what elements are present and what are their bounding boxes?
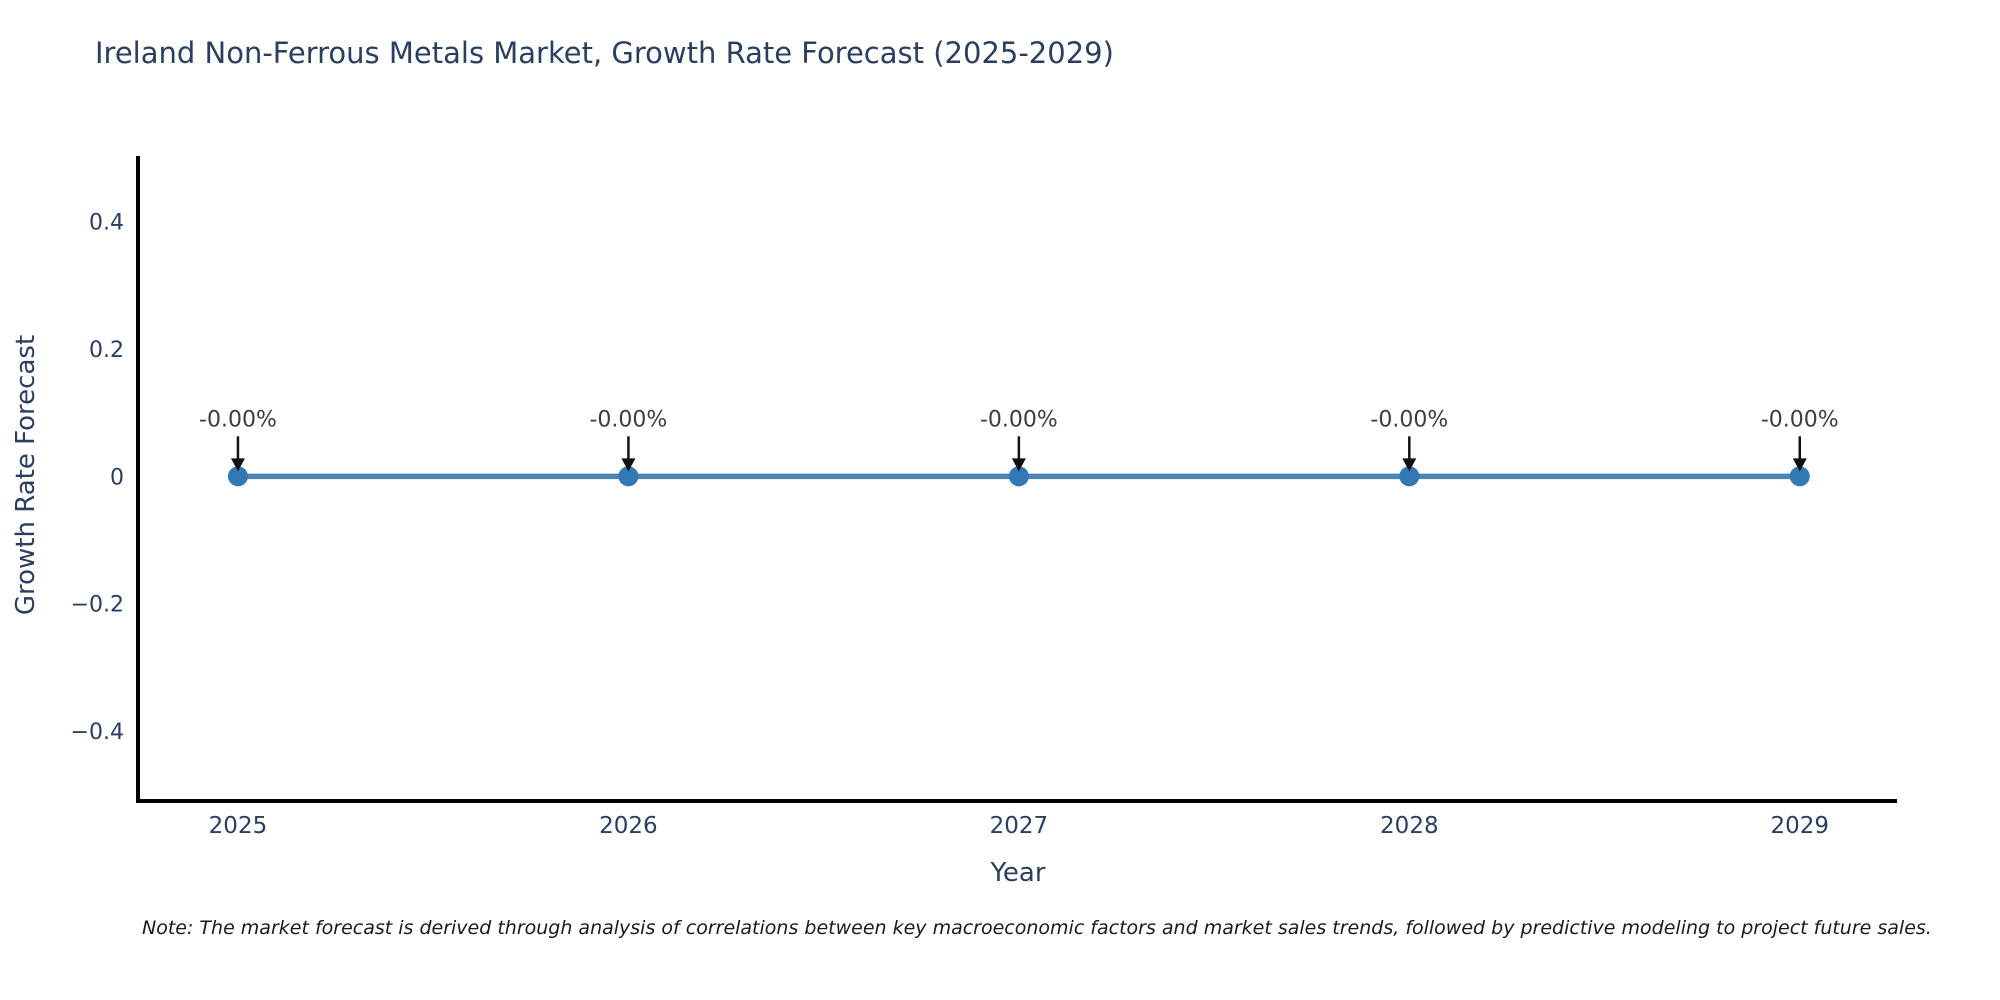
x-tick-label: 2027 <box>990 813 1049 839</box>
annotation-arrow-head <box>230 458 245 472</box>
y-tick-label: −0.4 <box>71 720 124 745</box>
annotation-arrow-head <box>1011 458 1026 472</box>
annotation-arrow-head <box>1792 458 1807 472</box>
data-point-marker <box>1008 466 1029 487</box>
data-point-marker <box>618 466 639 487</box>
x-tick-label: 2029 <box>1771 813 1830 839</box>
y-tick-label: 0 <box>110 465 124 490</box>
y-tick-label: 0.2 <box>89 338 124 363</box>
data-point-marker <box>227 466 248 487</box>
annotation-arrow-head <box>1402 458 1417 472</box>
x-tick-label: 2026 <box>599 813 658 839</box>
data-point-marker <box>1789 466 1810 487</box>
annotation-arrow-head <box>621 458 636 472</box>
y-tick-label: 0.4 <box>89 211 124 236</box>
annotation-label: -0.00% <box>589 407 667 432</box>
footnote: Note: The market forecast is derived thr… <box>142 917 1932 939</box>
x-axis-title: Year <box>990 858 1046 888</box>
annotation-label: -0.00% <box>980 407 1058 432</box>
data-point-marker <box>1399 466 1420 487</box>
x-tick-label: 2028 <box>1380 813 1439 839</box>
annotation-label: -0.00% <box>1761 407 1839 432</box>
y-tick-label: −0.2 <box>71 593 124 618</box>
x-tick-label: 2025 <box>209 813 268 839</box>
annotation-label: -0.00% <box>1370 407 1448 432</box>
annotation-label: -0.00% <box>199 407 277 432</box>
chart-title: Ireland Non-Ferrous Metals Market, Growt… <box>95 36 1114 70</box>
axis-spines <box>136 156 1897 803</box>
